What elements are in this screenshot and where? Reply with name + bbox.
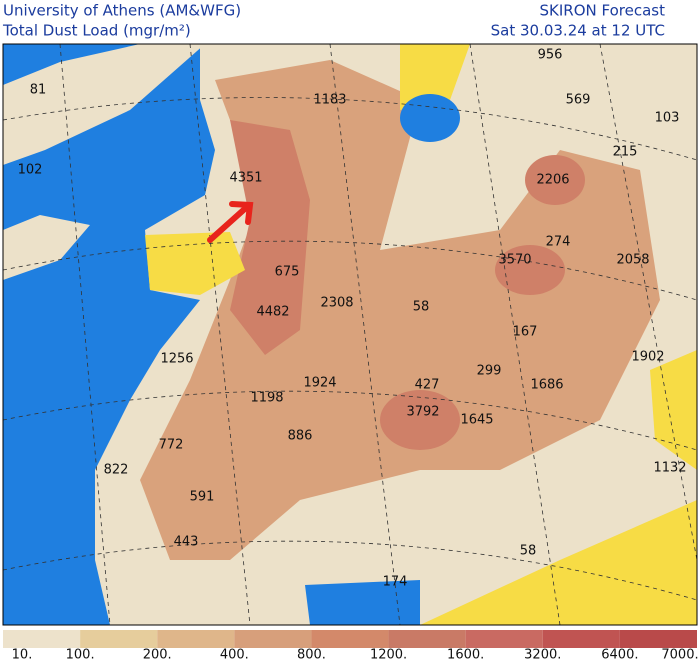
map-value-label: 102 [18,163,43,178]
colorbar-label: 10. [12,648,33,663]
low-dust [400,44,470,110]
map-value-label: 2308 [320,296,353,311]
map-value-label: 1902 [631,350,664,365]
colorbar-segment [465,630,543,648]
sea [400,94,460,142]
dust-area [3,215,90,280]
dust-area [380,390,460,450]
colorbar-segment [388,630,466,648]
map-value-label: 167 [513,325,538,340]
map-value-label: 215 [613,145,638,160]
map-value-label: 3570 [498,253,531,268]
map-value-label: 1256 [160,352,193,367]
graticule [3,44,697,625]
map-value-label: 174 [383,575,408,590]
colorbar-segment [157,630,235,648]
colorbar-label: 1600. [447,648,484,663]
map-value-label: 3792 [406,405,439,420]
map-value-label: 1183 [313,93,346,108]
map-frame [2,43,698,626]
map-value-label: 427 [415,378,440,393]
sea [305,580,420,625]
map-value-label: 4351 [229,171,262,186]
colorbar-label: 400. [220,648,249,663]
map-value-label: 822 [104,463,129,478]
map-value-label: 569 [566,93,591,108]
colorbar-label: 200. [143,648,172,663]
colorbar-label: 3200. [524,648,561,663]
dust-area [3,44,205,165]
colorbar-label: 100. [66,648,95,663]
map-value-label: 443 [174,535,199,550]
map [2,43,698,626]
map-value-label: 772 [159,438,184,453]
colorbar-segment [234,630,312,648]
map-value-label: 886 [288,429,313,444]
map-value-label: 1924 [303,376,336,391]
dust-area [525,155,585,205]
header-title: University of Athens (AM&WFG) [3,2,241,20]
colorbar-segment [619,630,697,648]
map-value-label: 675 [275,265,300,280]
map-value-label: 58 [520,544,537,559]
map-value-label: 591 [190,490,215,505]
dust-area [230,120,310,355]
map-value-label: 2206 [536,173,569,188]
map-value-label: 274 [546,235,571,250]
map-value-label: 1686 [530,378,563,393]
map-value-label: 4482 [256,305,289,320]
header-title: SKIRON Forecast [540,2,666,20]
colorbar-label: 1200. [370,648,407,663]
map-value-label: 1198 [250,391,283,406]
map-value-label: 2058 [616,253,649,268]
map-value-label: 299 [477,364,502,379]
colorbar-segment [542,630,620,648]
map-value-label: 1645 [460,413,493,428]
colorbar-label: 800. [297,648,326,663]
colorbar-segment [80,630,158,648]
map-value-label: 1132 [653,461,686,476]
colorbar: 10. 100. 200. 400. 800. 1200. 1600. 3200. 6400. 7… [3,630,699,663]
map-labels: 81 102 1183 956 569 103 215 4351 2206 274 2058 3570… [18,48,687,590]
colorbar-segment [311,630,389,648]
map-value-label: 956 [538,48,563,63]
header-date: Sat 30.03.24 at 12 UTC [491,22,665,40]
arrow [207,201,254,243]
low-dust [145,232,245,295]
map-value-label: 58 [413,300,430,315]
dust-area [495,245,565,295]
colorbar-label: 7000. [661,648,698,663]
map-value-label: 81 [30,83,47,98]
map-value-label: 103 [655,111,680,126]
header-subtitle: Total Dust Load (mgr/m²) [2,22,191,40]
colorbar-segment [3,630,81,648]
colorbar-label: 6400. [601,648,638,663]
low-dust [420,500,697,625]
